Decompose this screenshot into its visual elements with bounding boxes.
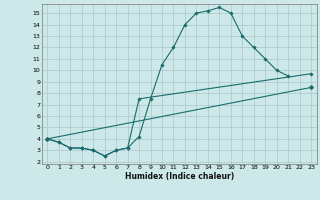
X-axis label: Humidex (Indice chaleur): Humidex (Indice chaleur) xyxy=(124,172,234,181)
